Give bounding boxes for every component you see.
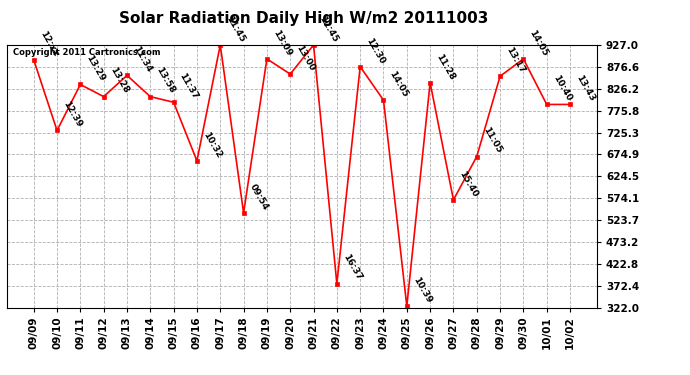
Text: 14:05: 14:05 (388, 69, 410, 99)
Text: 16:37: 16:37 (341, 253, 363, 282)
Text: 11:34: 11:34 (131, 45, 153, 74)
Text: 13:17: 13:17 (504, 45, 526, 75)
Text: 11:05: 11:05 (481, 126, 503, 155)
Text: 12:45: 12:45 (317, 14, 340, 44)
Text: 13:58: 13:58 (155, 66, 177, 95)
Text: 13:29: 13:29 (84, 54, 107, 83)
Text: 13:43: 13:43 (574, 74, 596, 103)
Text: 14:05: 14:05 (528, 28, 550, 57)
Text: 09:54: 09:54 (248, 182, 270, 212)
Text: 11:37: 11:37 (178, 72, 200, 101)
Text: 13:00: 13:00 (295, 44, 316, 73)
Text: 12:xx: 12:xx (38, 30, 59, 58)
Text: 10:40: 10:40 (551, 74, 573, 103)
Text: Solar Radiation Daily High W/m2 20111003: Solar Radiation Daily High W/m2 20111003 (119, 11, 489, 26)
Text: 11:45: 11:45 (224, 14, 246, 44)
Text: 10:32: 10:32 (201, 130, 223, 159)
Text: 12:39: 12:39 (61, 100, 83, 129)
Text: 13:09: 13:09 (271, 28, 293, 57)
Text: 13:28: 13:28 (108, 66, 130, 95)
Text: 15:40: 15:40 (457, 169, 480, 198)
Text: 12:30: 12:30 (364, 36, 386, 65)
Text: Copyright 2011 Cartronics.com: Copyright 2011 Cartronics.com (13, 48, 160, 57)
Text: 10:39: 10:39 (411, 276, 433, 305)
Text: 11:28: 11:28 (434, 52, 456, 81)
